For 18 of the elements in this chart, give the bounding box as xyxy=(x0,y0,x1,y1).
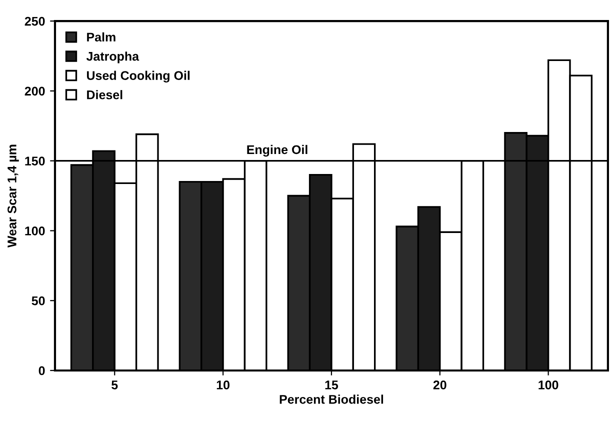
x-tick-label: 20 xyxy=(433,380,446,390)
legend-label: Diesel xyxy=(87,90,122,100)
ref-line-label: Engine Oil xyxy=(247,144,308,157)
x-tick-label: 15 xyxy=(325,380,338,390)
x-axis-title: Percent Biodiesel xyxy=(280,394,384,404)
y-tick-label: 50 xyxy=(32,296,45,306)
legend-label: Jatropha xyxy=(86,52,140,64)
legend-label: Used Cooking Oil xyxy=(86,70,190,83)
y-tick-label: 100 xyxy=(25,226,45,236)
y-tick-label: 0 xyxy=(38,366,45,376)
x-tick-label: 100 xyxy=(538,380,558,390)
x-tick-label: 5 xyxy=(112,380,118,390)
y-axis-title: Wear Scar 1,4 µm xyxy=(8,144,19,248)
x-tick-label: 10 xyxy=(216,380,230,390)
y-tick-label: 150 xyxy=(25,156,45,166)
y-tick-label: 250 xyxy=(24,16,45,26)
y-tick-label: 200 xyxy=(24,86,45,96)
legend-label: Palm xyxy=(87,32,116,42)
